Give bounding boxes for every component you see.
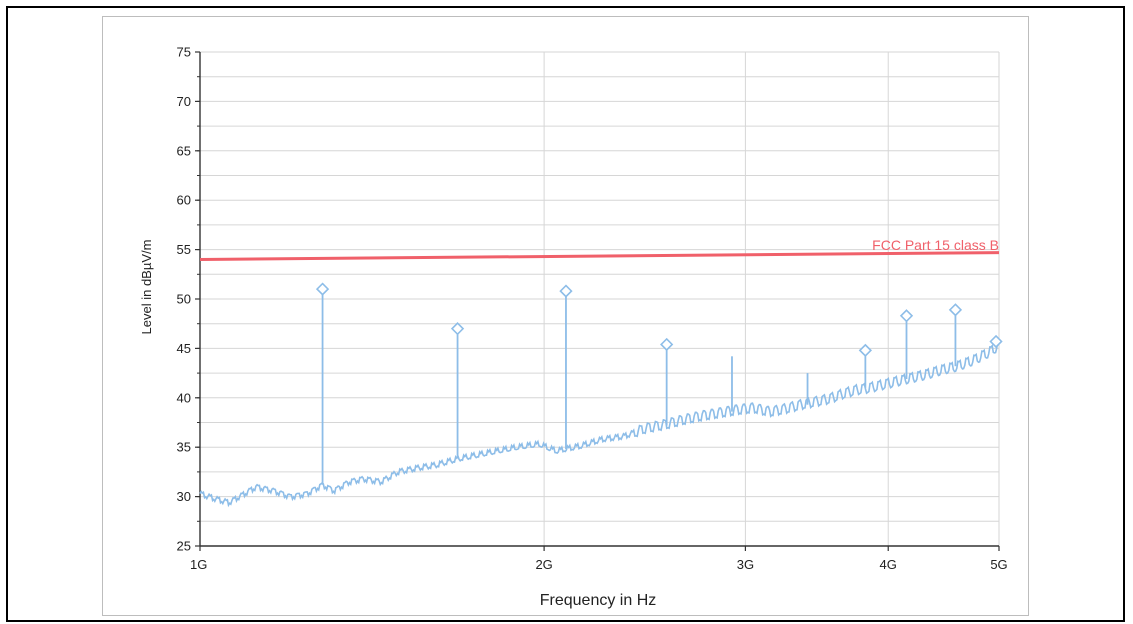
limit-line — [199, 251, 1000, 261]
y-tick-label: 40 — [177, 390, 191, 405]
grid — [200, 51, 1000, 547]
peak-marker — [858, 343, 872, 358]
peak-marker — [315, 282, 330, 296]
x-axis-label: Frequency in Hz — [540, 592, 657, 609]
peak-marker — [948, 303, 963, 317]
x-axis-ticks: 1G 2G 3G 4G 5G — [190, 546, 1008, 572]
document-frame — [6, 6, 1125, 622]
x-tick-label: 5G — [990, 557, 1007, 572]
x-tick-label: 2G — [535, 557, 552, 572]
y-axis-ticks: 25 30 35 40 45 50 55 60 65 70 75 — [177, 45, 200, 554]
y-tick-label: 25 — [177, 539, 191, 554]
chart-panel: 25 30 35 40 45 50 55 60 65 70 75 1G 2G 3G 4G 5G Level … — [102, 16, 1029, 616]
y-tick-label: 50 — [177, 292, 191, 307]
y-tick-label: 45 — [177, 341, 191, 356]
x-tick-label: 4G — [880, 557, 897, 572]
peak-marker — [660, 337, 674, 352]
y-tick-label: 65 — [177, 143, 191, 158]
measurement-trace — [199, 340, 1000, 508]
x-tick-label: 1G — [190, 557, 207, 572]
y-tick-label: 55 — [177, 242, 191, 257]
emission-chart: 25 30 35 40 45 50 55 60 65 70 75 1G 2G 3G 4G 5G Level … — [139, 45, 1008, 610]
y-tick-label: 75 — [177, 45, 191, 60]
plot-area — [199, 251, 1003, 508]
peak-marker — [989, 334, 1003, 349]
y-tick-label: 60 — [177, 193, 191, 208]
y-tick-label: 70 — [177, 94, 191, 109]
y-tick-label: 35 — [177, 440, 191, 455]
x-tick-label: 3G — [737, 557, 754, 572]
peak-marker — [899, 309, 914, 323]
y-tick-label: 30 — [177, 489, 191, 504]
peak-marker — [450, 322, 465, 336]
peak-marker — [559, 284, 573, 298]
y-axis-label: Level in dBµV/m — [139, 240, 154, 335]
limit-line-label: FCC Part 15 class B — [872, 237, 999, 253]
